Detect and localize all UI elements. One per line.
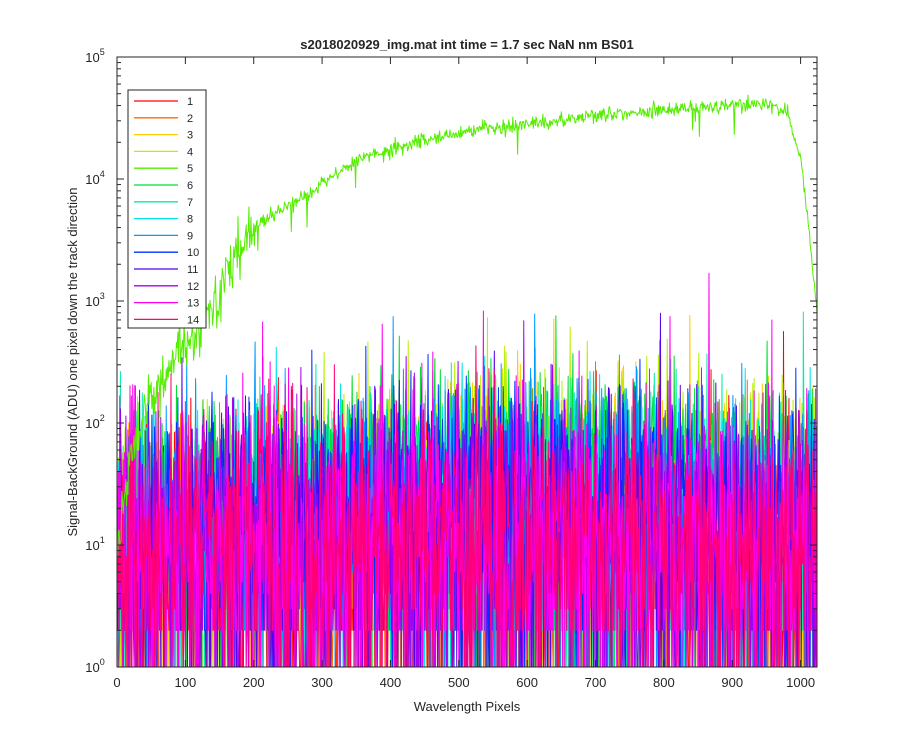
legend-entry-6: 6 <box>134 180 193 192</box>
series-line-5 <box>117 94 817 559</box>
legend-label: 12 <box>187 281 199 293</box>
plot-series <box>117 94 817 667</box>
x-tick-label: 700 <box>585 675 607 690</box>
x-tick-label: 400 <box>380 675 402 690</box>
legend-label: 8 <box>187 214 193 226</box>
legend-entry-12: 12 <box>134 281 199 293</box>
legend-entry-4: 4 <box>134 146 193 158</box>
x-axis-label: Wavelength Pixels <box>414 699 521 714</box>
legend-label: 13 <box>187 298 199 310</box>
legend-entry-13: 13 <box>134 298 199 310</box>
legend-label: 11 <box>187 264 198 276</box>
x-tick-label: 900 <box>721 675 743 690</box>
plot-area-frame <box>116 56 818 668</box>
legend-label: 6 <box>187 180 193 192</box>
legend-entry-1: 1 <box>134 96 193 108</box>
legend-entry-7: 7 <box>134 197 193 209</box>
legend-label: 14 <box>187 314 199 326</box>
x-tick-label: 300 <box>311 675 333 690</box>
legend-entry-9: 9 <box>134 230 193 242</box>
x-tick-label: 800 <box>653 675 675 690</box>
legend-entry-5: 5 <box>134 163 193 175</box>
legend-entry-8: 8 <box>134 214 193 226</box>
legend-entry-2: 2 <box>134 113 193 125</box>
x-tick-label: 1000 <box>786 675 815 690</box>
x-axis-ticks: 0 100 200 300 400 500 600 700 800 900 1000 <box>113 57 815 690</box>
legend-label: 4 <box>187 146 193 158</box>
legend-label: 7 <box>187 197 193 209</box>
legend-entry-14: 14 <box>134 314 199 326</box>
x-tick-label: 0 <box>113 675 120 690</box>
legend-label: 10 <box>187 247 199 259</box>
x-tick-label: 200 <box>243 675 265 690</box>
x-tick-label: 500 <box>448 675 470 690</box>
legend-label: 2 <box>187 113 193 125</box>
x-tick-label: 600 <box>516 675 538 690</box>
x-tick-label: 100 <box>175 675 197 690</box>
chart-title: s2018020929_img.mat int time = 1.7 sec N… <box>300 37 634 52</box>
series-line-14 <box>117 345 817 667</box>
legend-entry-10: 10 <box>134 247 199 259</box>
legend-label: 5 <box>187 163 193 175</box>
legend-label: 3 <box>187 130 193 142</box>
legend-entry-11: 11 <box>134 264 198 276</box>
legend-entry-3: 3 <box>134 130 193 142</box>
legend-label: 9 <box>187 230 193 242</box>
legend-box <box>127 89 207 329</box>
y-axis-label: Signal-BackGround (ADU) one pixel down t… <box>65 187 80 536</box>
legend-label: 1 <box>187 96 193 108</box>
